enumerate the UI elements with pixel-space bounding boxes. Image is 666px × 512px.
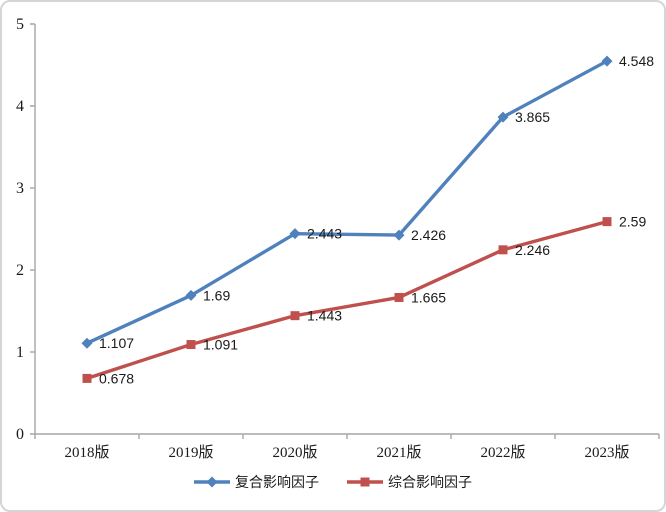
x-axis-tick-label: 2022版 bbox=[480, 444, 525, 461]
square-data-point bbox=[394, 292, 404, 302]
legend-diamond-marker-icon bbox=[194, 476, 230, 488]
legend-square-marker-icon bbox=[347, 477, 383, 487]
y-axis-tick-label: 5 bbox=[16, 16, 24, 33]
diamond-data-point bbox=[185, 289, 197, 301]
y-axis-tick-label: 1 bbox=[16, 344, 24, 361]
square-data-point bbox=[498, 245, 508, 255]
x-axis-tick-label: 2018版 bbox=[64, 444, 109, 461]
data-label: 1.443 bbox=[307, 308, 342, 324]
square-data-point bbox=[82, 373, 92, 383]
diamond-data-point bbox=[497, 111, 509, 123]
x-axis-tick-label: 2021版 bbox=[376, 444, 421, 461]
data-label: 1.665 bbox=[411, 289, 446, 305]
data-label: 3.865 bbox=[515, 109, 550, 125]
y-axis-tick-label: 2 bbox=[16, 262, 24, 279]
square-data-point bbox=[186, 340, 196, 350]
data-label: 1.69 bbox=[203, 287, 230, 303]
data-label: 1.107 bbox=[99, 335, 134, 351]
x-axis-tick-label: 2020版 bbox=[272, 444, 317, 461]
x-axis-tick-label: 2023版 bbox=[584, 444, 629, 461]
diamond-data-point bbox=[289, 228, 301, 240]
diamond-data-point bbox=[81, 337, 93, 349]
legend-label-composite: 复合影响因子 bbox=[235, 476, 319, 491]
series-line-0 bbox=[86, 59, 608, 345]
legend-item-comprehensive-impact-factor: 综合影响因子 bbox=[347, 472, 472, 492]
diamond-data-point bbox=[601, 55, 613, 67]
y-axis-tick-label: 4 bbox=[16, 98, 24, 115]
data-label: 2.246 bbox=[515, 242, 550, 258]
square-data-point bbox=[602, 217, 612, 227]
data-label: 1.091 bbox=[203, 337, 238, 353]
data-label: 2.59 bbox=[619, 214, 646, 230]
legend-label-comprehensive: 综合影响因子 bbox=[388, 476, 472, 491]
series-line-1 bbox=[86, 219, 608, 381]
legend-item-composite-impact-factor: 复合影响因子 bbox=[194, 472, 319, 492]
y-axis-tick-label: 3 bbox=[16, 180, 24, 197]
legend: 复合影响因子 综合影响因子 bbox=[2, 472, 664, 492]
data-label: 2.426 bbox=[411, 227, 446, 243]
data-label: 0.678 bbox=[99, 370, 134, 386]
square-data-point bbox=[290, 311, 300, 321]
diamond-data-point bbox=[393, 229, 405, 241]
y-axis-tick-label: 0 bbox=[16, 426, 24, 443]
data-label: 2.443 bbox=[307, 226, 342, 242]
x-axis-tick-label: 2019版 bbox=[168, 444, 213, 461]
data-label: 4.548 bbox=[619, 53, 654, 69]
